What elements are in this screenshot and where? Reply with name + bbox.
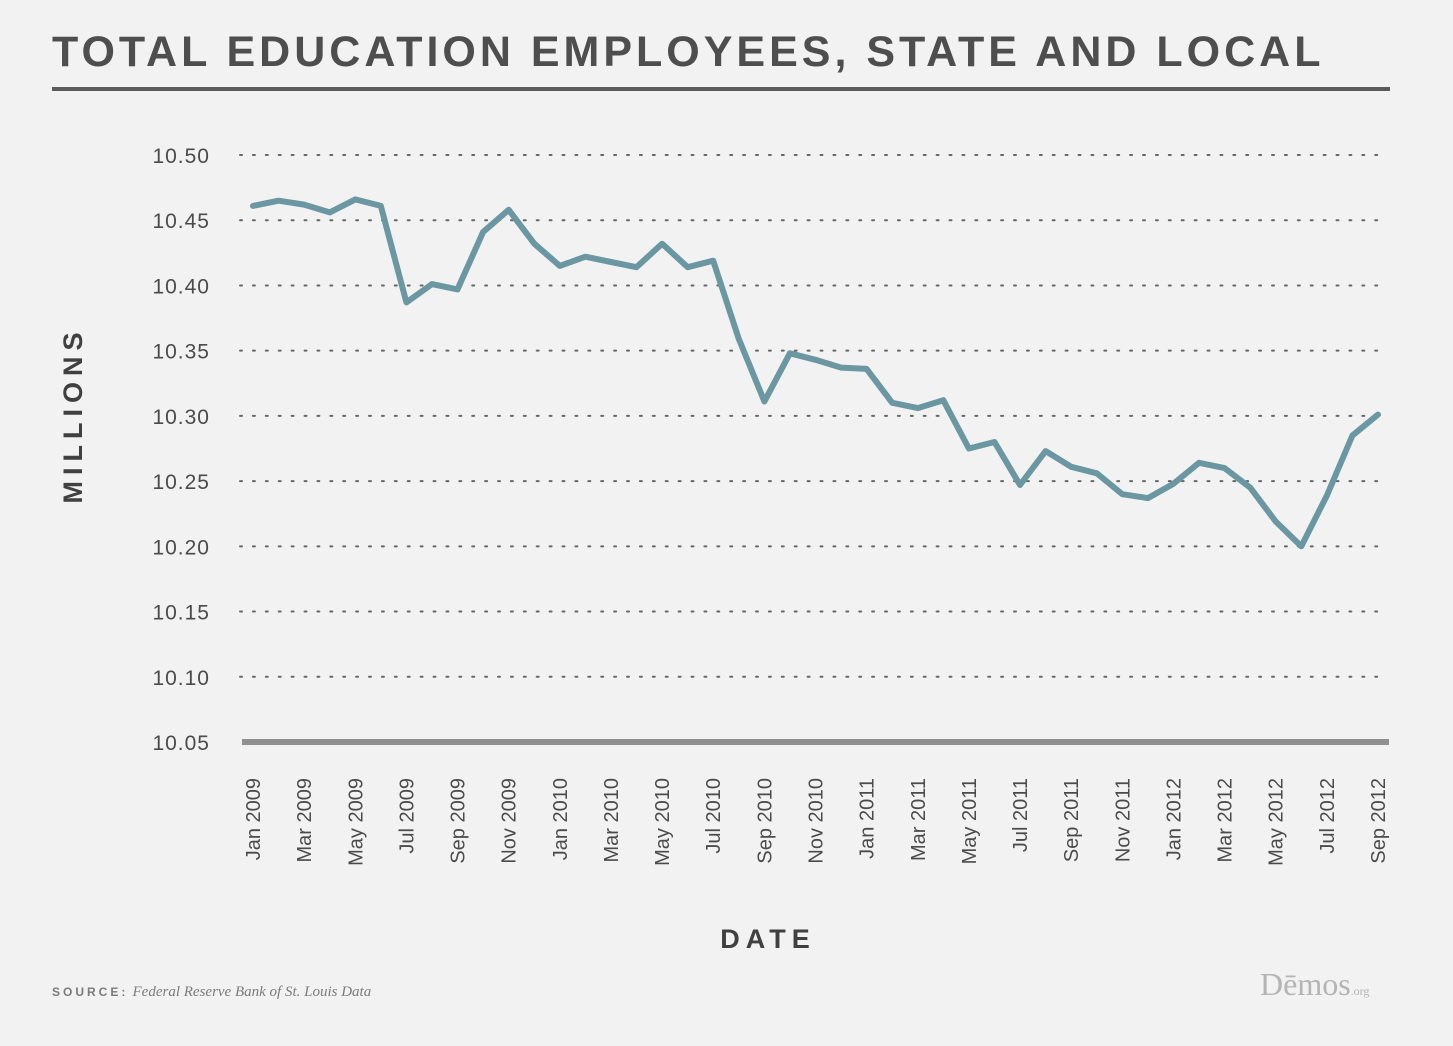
y-axis-ticks: 10.50 10.45 10.40 10.35 10.30 10.25 10.20 10.15…	[152, 145, 210, 755]
series-line	[250, 196, 1381, 550]
data-point	[1298, 543, 1304, 549]
data-point	[1324, 492, 1330, 498]
x-tick-label: Mar 2011	[908, 778, 930, 861]
x-tick-label: May 2012	[1266, 778, 1288, 866]
data-point	[1247, 485, 1253, 491]
data-point	[1119, 491, 1125, 497]
logo-name: Dēmos	[1260, 966, 1351, 1002]
data-point	[276, 198, 282, 204]
data-point	[250, 203, 256, 209]
x-tick-label: Nov 2010	[806, 778, 828, 864]
y-tick-label: 10.30	[152, 406, 210, 429]
x-tick-label: Jan 2011	[857, 778, 879, 859]
data-point	[685, 264, 691, 270]
series-layer	[250, 196, 1381, 550]
title-divider	[52, 87, 1390, 91]
data-point	[506, 207, 512, 213]
data-point	[634, 264, 640, 270]
logo-suffix: .org	[1350, 984, 1370, 998]
y-tick-label: 10.10	[152, 667, 210, 690]
data-point	[582, 254, 588, 260]
data-point	[659, 241, 665, 247]
data-point	[327, 209, 333, 215]
data-point	[1170, 481, 1176, 487]
x-tick-label: Sep 2009	[448, 778, 470, 864]
y-tick-label: 10.45	[152, 210, 210, 233]
x-axis-label: DATE	[720, 924, 816, 954]
data-point	[710, 258, 716, 264]
data-point	[915, 405, 921, 411]
data-point	[736, 336, 742, 342]
data-point	[991, 439, 997, 445]
x-tick-label: Mar 2009	[294, 778, 316, 863]
x-tick-label: Jan 2009	[243, 778, 265, 860]
data-point	[608, 259, 614, 265]
x-tick-label: May 2010	[652, 778, 674, 866]
x-tick-label: Jul 2010	[703, 778, 725, 854]
data-point	[864, 366, 870, 372]
x-tick-label: Jul 2009	[396, 778, 418, 854]
data-point	[1145, 495, 1151, 501]
data-point	[813, 357, 818, 363]
data-point	[557, 263, 563, 269]
source-key: SOURCE:	[52, 985, 129, 999]
x-tick-label: Jan 2010	[550, 778, 572, 860]
y-tick-label: 10.35	[152, 341, 210, 364]
x-tick-label: Sep 2012	[1368, 778, 1390, 864]
data-point	[838, 365, 844, 371]
data-point	[889, 400, 895, 406]
grid-lines	[239, 154, 1389, 745]
data-point	[787, 350, 793, 356]
y-tick-label: 10.05	[152, 732, 210, 755]
data-point	[1196, 460, 1202, 466]
data-point	[301, 202, 307, 208]
data-point	[403, 299, 409, 305]
x-tick-label: Mar 2010	[601, 778, 623, 863]
data-point	[480, 229, 486, 235]
chart-title: TOTAL EDUCATION EMPLOYEES, STATE AND LOC…	[52, 28, 1325, 76]
data-point	[531, 241, 537, 247]
data-point	[1273, 519, 1279, 525]
x-tick-label: Sep 2011	[1061, 778, 1083, 862]
x-tick-label: May 2009	[345, 778, 367, 866]
source-note: SOURCE: Federal Reserve Bank of St. Loui…	[52, 983, 371, 1001]
x-tick-label: Mar 2012	[1215, 778, 1237, 863]
y-axis-label: MILLIONS	[58, 327, 88, 504]
data-point	[1222, 465, 1228, 471]
x-axis-ticks: Jan 2009 Mar 2009 May 2009 Jul 2009 Sep 2009…	[243, 778, 1390, 866]
data-point	[1043, 448, 1049, 454]
data-point	[966, 446, 972, 451]
y-tick-label: 10.20	[152, 536, 210, 559]
data-point	[1375, 412, 1381, 418]
data-point	[1017, 482, 1023, 488]
data-point	[1068, 464, 1074, 470]
y-tick-label: 10.15	[152, 602, 210, 625]
x-tick-label: Jul 2011	[1010, 778, 1032, 852]
data-point	[761, 399, 767, 405]
x-tick-label: Jul 2012	[1317, 778, 1339, 854]
x-tick-label: Nov 2011	[1112, 778, 1134, 862]
y-tick-label: 10.40	[152, 275, 210, 298]
x-tick-label: Nov 2009	[499, 778, 521, 864]
data-point	[940, 397, 946, 403]
y-tick-label: 10.25	[152, 471, 210, 494]
data-point	[1349, 432, 1355, 438]
x-tick-label: Jan 2012	[1163, 778, 1185, 860]
data-point	[378, 203, 384, 209]
x-tick-label: Sep 2010	[754, 778, 776, 864]
data-point	[352, 196, 358, 202]
data-point	[429, 281, 435, 287]
source-text: Federal Reserve Bank of St. Louis Data	[132, 984, 372, 1000]
y-tick-label: 10.50	[152, 145, 210, 168]
demos-logo: Dēmos.org	[1260, 966, 1369, 1003]
data-point	[1094, 470, 1100, 476]
x-tick-label: May 2011	[959, 778, 981, 864]
data-point	[455, 286, 461, 292]
